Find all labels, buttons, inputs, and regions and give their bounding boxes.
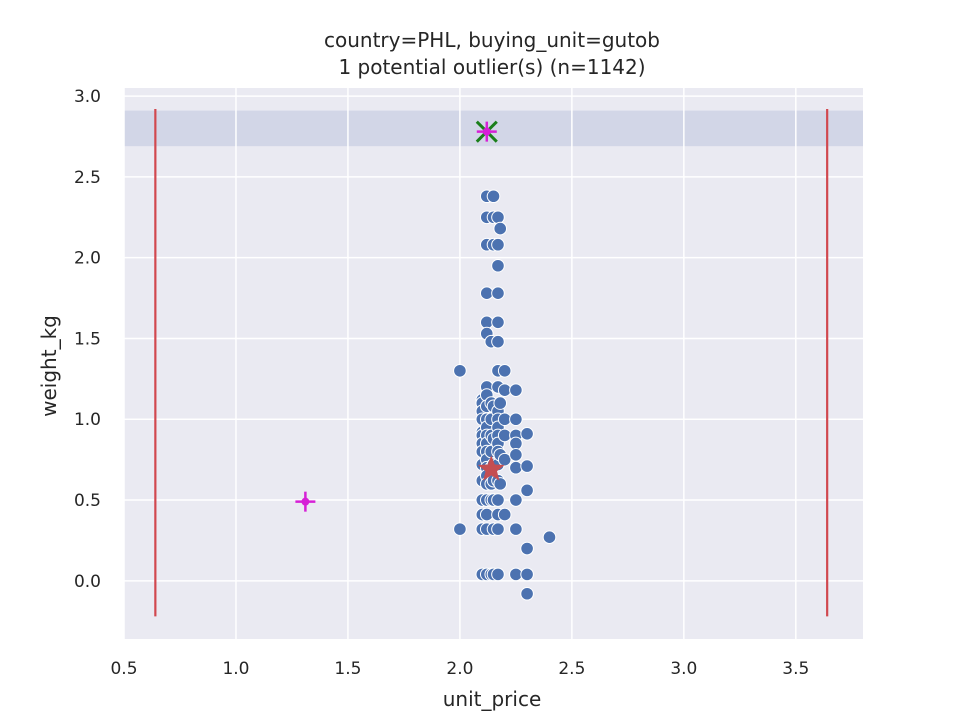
y-tick-label: 3.0 xyxy=(74,87,101,107)
scatter-point xyxy=(491,493,505,507)
y-tick-label: 0.0 xyxy=(74,572,101,592)
y-tick-label: 0.5 xyxy=(74,491,101,511)
scatter-point xyxy=(520,586,534,601)
plus-marker xyxy=(295,491,316,512)
scatter-point xyxy=(493,477,508,491)
bound-lines-layer xyxy=(154,109,829,617)
x-tick-label: 3.5 xyxy=(782,659,809,679)
mean-star-marker xyxy=(477,455,505,481)
scatter-point xyxy=(491,315,505,330)
scatter-point xyxy=(542,530,557,545)
y-tick-label: 2.5 xyxy=(74,168,101,188)
scatter-point xyxy=(491,522,505,536)
scatter-point xyxy=(509,447,523,462)
highlight-band-layer xyxy=(124,110,863,147)
x-tick-labels: 0.5 1.0 1.5 2.0 2.5 3.0 3.5 xyxy=(110,659,809,679)
scatter-point xyxy=(491,258,505,273)
x-tick-label: 3.0 xyxy=(670,659,697,679)
scatter-point xyxy=(509,493,523,507)
scatter-point xyxy=(520,459,534,473)
y-tick-label: 1.0 xyxy=(74,410,101,430)
grid-layer xyxy=(123,88,863,639)
x-tick-label: 1.5 xyxy=(334,659,361,679)
y-tick-labels: 0.0 0.5 1.0 1.5 2.0 2.5 3.0 xyxy=(74,87,101,592)
x-tick-label: 0.5 xyxy=(110,659,137,679)
y-axis-label: weight_kg xyxy=(37,315,61,417)
plus-marker xyxy=(476,121,497,142)
scatter-point xyxy=(491,210,505,225)
scatter-point xyxy=(491,567,505,582)
special-markers-layer xyxy=(295,120,505,512)
scatter-point xyxy=(509,522,523,536)
scatter-point xyxy=(497,452,512,467)
x-axis-label: unit_price xyxy=(443,687,542,711)
scatter-point xyxy=(509,460,523,475)
x-tick-label: 2.0 xyxy=(446,659,473,679)
y-tick-label: 1.5 xyxy=(74,329,101,349)
scatter-point xyxy=(453,522,467,536)
scatter-point xyxy=(491,237,505,252)
scatter-point xyxy=(493,396,508,410)
outlier-band xyxy=(124,110,863,147)
scatter-point xyxy=(520,426,534,441)
scatter-point xyxy=(520,483,534,498)
scatter-point xyxy=(486,189,501,204)
scatter-point xyxy=(493,221,508,236)
scatter-point xyxy=(509,383,523,397)
chart-subtitle: 1 potential outlier(s) (n=1142) xyxy=(338,55,645,79)
x-tick-label: 2.5 xyxy=(558,659,585,679)
scatter-point xyxy=(491,286,505,301)
x-tick-label: 1.0 xyxy=(222,659,249,679)
y-tick-label: 2.0 xyxy=(74,249,101,269)
scatter-point xyxy=(453,363,467,378)
scatter-point xyxy=(509,412,523,427)
scatter-point xyxy=(491,334,505,349)
scatter-point xyxy=(520,541,534,556)
plot-background xyxy=(124,88,863,639)
data-points-layer xyxy=(453,189,557,601)
scatter-point xyxy=(520,567,534,582)
chart-title: country=PHL, buying_unit=gutob xyxy=(324,28,660,52)
scatter-point xyxy=(497,363,512,378)
scatter-point xyxy=(497,507,512,522)
scatter-point xyxy=(509,436,523,451)
